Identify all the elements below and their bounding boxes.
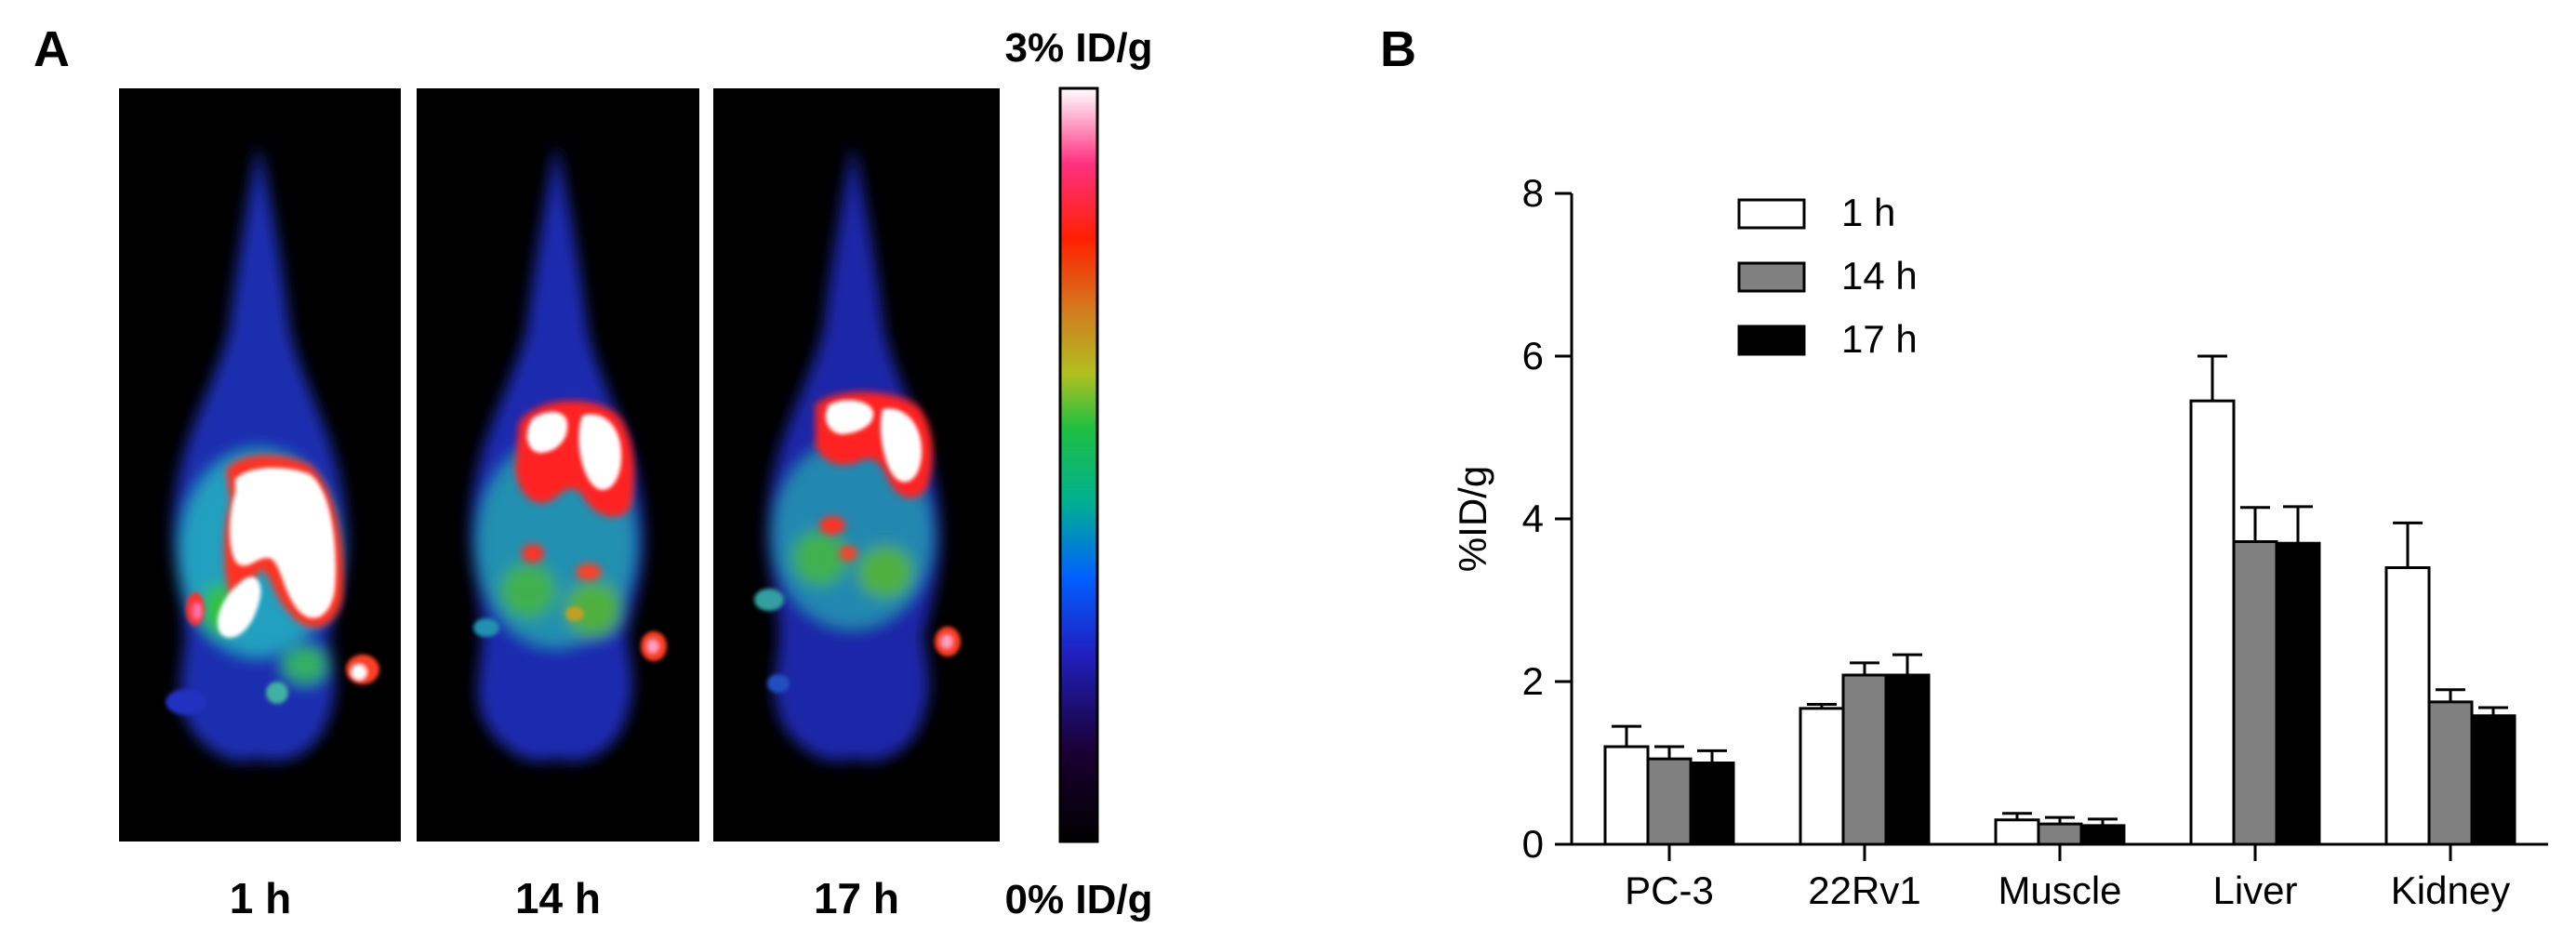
legend-label: 14 h <box>1841 254 1918 298</box>
pet-label-17h: 17 h <box>814 874 899 922</box>
panel-b-letter: B <box>1380 21 1416 77</box>
colorbar <box>1058 86 1099 843</box>
x-tick-label: Kidney <box>2391 868 2510 912</box>
pet-label-1h: 1 h <box>230 874 291 922</box>
y-tick-label: 4 <box>1522 497 1544 540</box>
y-tick-label: 6 <box>1522 334 1544 378</box>
y-tick-label: 0 <box>1522 822 1544 866</box>
bar <box>1884 673 1931 846</box>
bar <box>2470 714 2516 846</box>
bar <box>2037 822 2083 846</box>
pet-image-1h <box>119 88 401 842</box>
legend-swatch <box>1737 325 1806 356</box>
bar-chart-marks <box>1603 354 2516 846</box>
bar <box>1603 745 1650 846</box>
y-tick-label: 8 <box>1522 171 1544 215</box>
bar <box>2275 541 2321 846</box>
legend-label: 1 h <box>1841 191 1895 234</box>
pet-label-14h: 14 h <box>515 874 601 922</box>
legend-swatch <box>1737 198 1806 230</box>
bar <box>1799 707 1845 846</box>
bar <box>2384 566 2431 846</box>
x-tick-label: PC-3 <box>1625 868 1714 912</box>
bar-chart-legend: 1 h 14 h 17 h <box>1737 191 1918 361</box>
colorbar-min-label: 0% ID/g <box>1005 877 1153 922</box>
x-tick-label: Muscle <box>1998 868 2121 912</box>
bar <box>2079 824 2126 846</box>
x-tick-label: 22Rv1 <box>1808 868 1920 912</box>
bar-chart-axes: 0 2 4 6 8 %ID/g PC-3 22Rv1 Muscle Liver Kidney <box>1451 171 2548 912</box>
x-tick-label: Liver <box>2212 868 2297 912</box>
panel-a-letter: A <box>33 21 70 77</box>
bar <box>2232 540 2278 846</box>
legend-label: 17 h <box>1841 317 1918 361</box>
colorbar-max-label: 3% ID/g <box>1005 25 1153 71</box>
bar <box>1994 818 2040 846</box>
y-tick-label: 2 <box>1522 659 1544 703</box>
legend-swatch <box>1737 261 1806 293</box>
bar <box>1689 762 1735 846</box>
bar <box>2427 700 2474 846</box>
bar <box>2189 399 2236 846</box>
pet-image-14h <box>417 88 699 842</box>
y-axis-label: %ID/g <box>1451 466 1494 572</box>
bar <box>1841 673 1888 846</box>
pet-images-panel: 1 h 14 h 17 h 3% ID/g 0% ID/g <box>119 25 1153 922</box>
bar <box>1646 757 1693 846</box>
pet-image-17h <box>713 88 1000 842</box>
